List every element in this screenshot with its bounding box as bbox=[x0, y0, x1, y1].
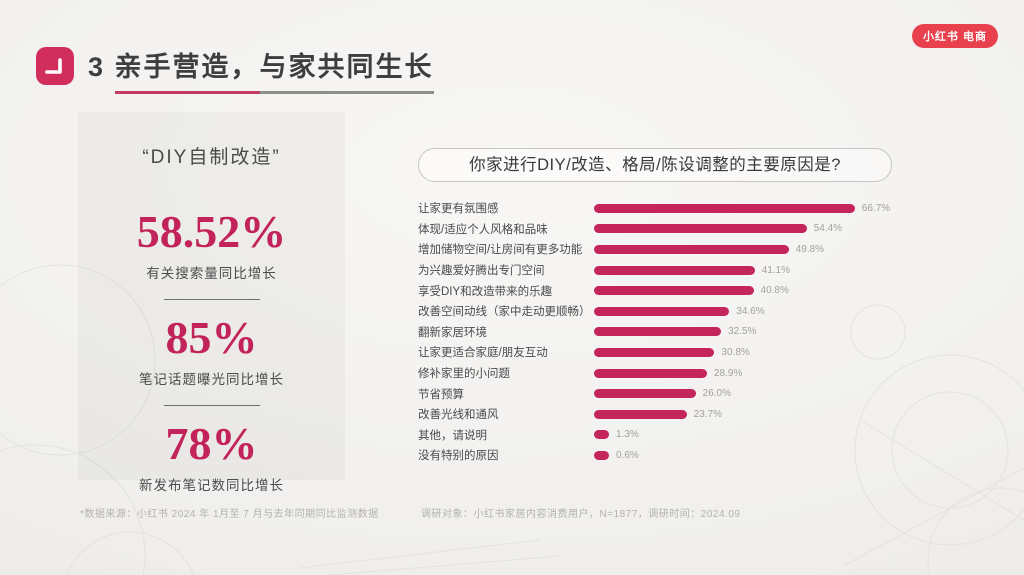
bar-row: 改善光线和通风 23.7% bbox=[418, 404, 892, 425]
bar bbox=[594, 409, 687, 419]
bar-value-label: 34.6% bbox=[736, 305, 765, 317]
bar bbox=[594, 244, 789, 254]
bar bbox=[594, 306, 730, 316]
brand-badge: 小红书 电商 bbox=[911, 24, 998, 48]
bar-category-label: 让家更有氛围感 bbox=[418, 203, 499, 216]
page-title-number: 3 bbox=[88, 52, 106, 82]
bar-category-label: 增加储物空间/让房间有更多功能 bbox=[418, 244, 583, 257]
bar-track: 1.3% bbox=[594, 429, 892, 440]
bar-value-label: 23.7% bbox=[693, 408, 723, 420]
bar-value-label: 41.1% bbox=[761, 264, 791, 276]
bar-category-label: 改善空间动线（家中走动更顺畅） bbox=[418, 306, 591, 319]
bar-value-label: 32.5% bbox=[728, 326, 757, 338]
bar-category-label: 修补家里的小问题 bbox=[418, 368, 510, 381]
bar-row: 修补家里的小问题 28.9% bbox=[418, 363, 892, 384]
bar-track: 28.9% bbox=[594, 368, 892, 379]
bar-track: 49.8% bbox=[594, 244, 892, 255]
stat-value: 58.52% bbox=[136, 206, 287, 257]
bar bbox=[594, 389, 696, 399]
bar-track: 40.8% bbox=[594, 285, 892, 296]
bar-category-label: 其他，请说明 bbox=[418, 429, 487, 442]
bar-value-label: 0.6% bbox=[616, 449, 639, 461]
bar-category-label: 为兴趣爱好腾出专门空间 bbox=[418, 265, 545, 278]
bar-row: 让家更有氛围感 66.7% bbox=[418, 198, 892, 219]
data-source-footnote: *数据来源：小红书 2024 年 1月至 7 月与去年同期同比监测数据 bbox=[80, 509, 379, 520]
bar-track: 26.0% bbox=[594, 388, 892, 399]
stat-value: 85% bbox=[165, 312, 258, 363]
page-title-part-gray: 与家共同生长 bbox=[259, 52, 434, 94]
bar bbox=[594, 203, 855, 213]
survey-info-footnote: 调研对象：小红书家居内容消费用户，N=1877，调研时间：2024.09 bbox=[421, 509, 741, 520]
diy-stats-card: “DIY自制改造” 58.52% 有关搜索量同比增长 85% 笔记话题曝光同比增… bbox=[78, 112, 345, 493]
bar-category-label: 体现/适应个人风格和品味 bbox=[418, 223, 548, 236]
chart-question-pill: 你家进行DIY/改造、格局/陈设调整的主要原因是? bbox=[418, 148, 892, 182]
bar-category-label: 享受DIY和改造带来的乐趣 bbox=[418, 285, 553, 298]
bar-row: 为兴趣爱好腾出专门空间 41.1% bbox=[418, 260, 892, 281]
bar bbox=[594, 430, 609, 440]
stat-label: 有关搜索量同比增长 bbox=[146, 266, 277, 281]
reasons-bar-chart: 你家进行DIY/改造、格局/陈设调整的主要原因是? 让家更有氛围感 66.7% … bbox=[418, 148, 892, 466]
page-title: 3 亲手营造，与家共同生长 bbox=[88, 45, 434, 94]
bar-track: 0.6% bbox=[594, 450, 892, 461]
bar-value-label: 26.0% bbox=[702, 388, 732, 400]
bar-track: 23.7% bbox=[594, 409, 892, 420]
bar-row: 改善空间动线（家中走动更顺畅） 34.6% bbox=[418, 301, 892, 322]
bar-track: 34.6% bbox=[594, 306, 892, 317]
stat-value: 78% bbox=[165, 418, 258, 469]
bar bbox=[594, 265, 755, 275]
bar-chart-rows: 让家更有氛围感 66.7% 体现/适应个人风格和品味 54.4% 增加储物空间/… bbox=[418, 198, 892, 466]
stat-divider bbox=[163, 405, 260, 406]
bar-row: 让家更适合家庭/朋友互动 30.8% bbox=[418, 342, 892, 363]
bar bbox=[594, 450, 609, 460]
bar-value-label: 54.4% bbox=[813, 223, 843, 235]
bar bbox=[594, 347, 715, 357]
stat-search-growth: 58.52% 有关搜索量同比增长 bbox=[78, 209, 345, 282]
bar-track: 32.5% bbox=[594, 326, 892, 337]
bar-track: 66.7% bbox=[594, 203, 892, 214]
bar-value-label: 30.8% bbox=[721, 346, 750, 358]
bar-value-label: 28.9% bbox=[713, 367, 743, 379]
bar-row: 享受DIY和改造带来的乐趣 40.8% bbox=[418, 280, 892, 301]
bar-category-label: 没有特别的原因 bbox=[418, 450, 499, 463]
bar-track: 54.4% bbox=[594, 223, 892, 234]
stat-topic-exposure-growth: 85% 笔记话题曝光同比增长 bbox=[78, 315, 345, 388]
bar-row: 没有特别的原因 0.6% bbox=[418, 445, 892, 466]
bar-track: 41.1% bbox=[594, 265, 892, 276]
corner-bracket-logo-icon bbox=[36, 47, 74, 85]
stat-new-notes-growth: 78% 新发布笔记数同比增长 bbox=[78, 421, 345, 494]
bar bbox=[594, 224, 807, 234]
bar-value-label: 40.8% bbox=[760, 285, 789, 297]
bar-value-label: 1.3% bbox=[616, 429, 639, 441]
bar-track: 30.8% bbox=[594, 347, 892, 358]
page-header: 3 亲手营造，与家共同生长 bbox=[36, 45, 434, 94]
bar-row: 体现/适应个人风格和品味 54.4% bbox=[418, 219, 892, 240]
stat-label: 新发布笔记数同比增长 bbox=[139, 478, 284, 493]
bar bbox=[594, 286, 754, 296]
bar-value-label: 49.8% bbox=[795, 243, 825, 255]
bar bbox=[594, 327, 722, 337]
bar bbox=[594, 368, 707, 378]
bar-row: 翻新家居环境 32.5% bbox=[418, 322, 892, 343]
bar-category-label: 节省预算 bbox=[418, 388, 464, 401]
bar-category-label: 改善光线和通风 bbox=[418, 409, 499, 422]
bar-category-label: 让家更适合家庭/朋友互动 bbox=[418, 347, 548, 360]
bar-value-label: 66.7% bbox=[861, 202, 891, 214]
stat-label: 笔记话题曝光同比增长 bbox=[139, 372, 284, 387]
stat-divider bbox=[163, 299, 260, 300]
bar-row: 其他，请说明 1.3% bbox=[418, 425, 892, 446]
bar-row: 增加储物空间/让房间有更多功能 49.8% bbox=[418, 239, 892, 260]
bar-row: 节省预算 26.0% bbox=[418, 383, 892, 404]
stats-card-heading: “DIY自制改造” bbox=[142, 147, 281, 168]
page-title-part-red: 亲手营造， bbox=[114, 52, 260, 94]
bar-category-label: 翻新家居环境 bbox=[418, 326, 487, 339]
